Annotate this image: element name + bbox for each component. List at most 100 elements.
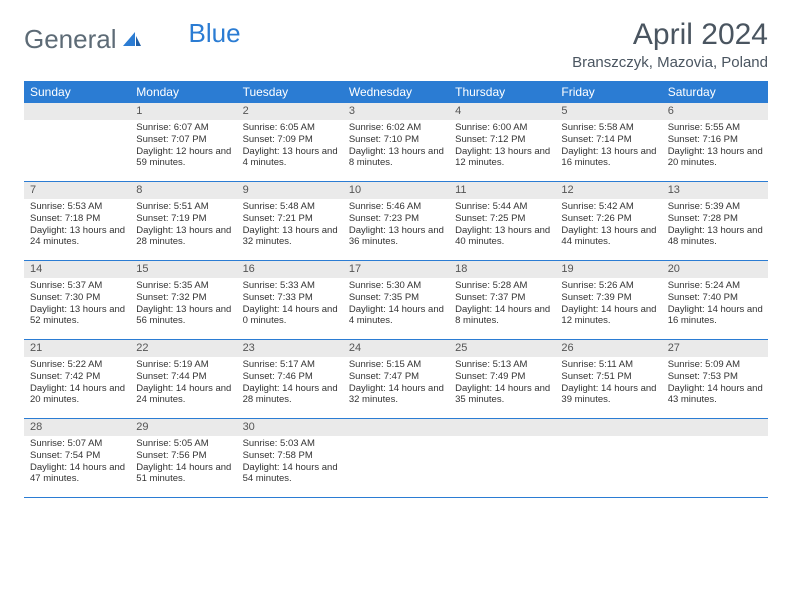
- day-number: 6: [662, 103, 768, 120]
- location: Branszczyk, Mazovia, Poland: [572, 54, 768, 71]
- weeks-container: 1 Sunrise: 6:07 AMSunset: 7:07 PMDaylight…: [24, 103, 768, 498]
- day-detail: Sunrise: 5:53 AMSunset: 7:18 PMDaylight:…: [24, 201, 130, 249]
- day-cell: 29Sunrise: 5:05 AMSunset: 7:56 PMDayligh…: [130, 419, 236, 497]
- day-detail: Sunrise: 5:13 AMSunset: 7:49 PMDaylight:…: [449, 359, 555, 407]
- day-cell: 6 Sunrise: 5:55 AMSunset: 7:16 PMDaylight…: [662, 103, 768, 181]
- day-cell: 7 Sunrise: 5:53 AMSunset: 7:18 PMDaylight…: [24, 182, 130, 260]
- logo-text-gray: General: [24, 24, 117, 55]
- header: General Blue April 2024 Branszczyk, Mazov…: [24, 18, 768, 71]
- day-number: 8: [130, 182, 236, 199]
- day-cell: 21Sunrise: 5:22 AMSunset: 7:42 PMDayligh…: [24, 340, 130, 418]
- day-cell: 27Sunrise: 5:09 AMSunset: 7:53 PMDayligh…: [662, 340, 768, 418]
- day-detail: Sunrise: 5:55 AMSunset: 7:16 PMDaylight:…: [662, 122, 768, 170]
- day-detail: Sunrise: 6:02 AMSunset: 7:10 PMDaylight:…: [343, 122, 449, 170]
- day-number: 2: [237, 103, 343, 120]
- day-number: 9: [237, 182, 343, 199]
- month-title: April 2024: [572, 18, 768, 52]
- day-number: [555, 419, 661, 436]
- day-detail: Sunrise: 5:17 AMSunset: 7:46 PMDaylight:…: [237, 359, 343, 407]
- day-number: [449, 419, 555, 436]
- day-number: 29: [130, 419, 236, 436]
- day-cell: 8 Sunrise: 5:51 AMSunset: 7:19 PMDaylight…: [130, 182, 236, 260]
- day-number: 27: [662, 340, 768, 357]
- day-cell: [555, 419, 661, 497]
- day-number: 14: [24, 261, 130, 278]
- day-number: 3: [343, 103, 449, 120]
- day-number: 18: [449, 261, 555, 278]
- day-cell: 24 Sunrise: 5:15 AMSunset: 7:47 PMDayligh…: [343, 340, 449, 418]
- week-row: 1 Sunrise: 6:07 AMSunset: 7:07 PMDaylight…: [24, 103, 768, 182]
- week-row: 14 Sunrise: 5:37 AMSunset: 7:30 PMDayligh…: [24, 261, 768, 340]
- day-number: 4: [449, 103, 555, 120]
- logo: General Blue: [24, 18, 241, 55]
- day-detail: Sunrise: 5:44 AMSunset: 7:25 PMDaylight:…: [449, 201, 555, 249]
- day-number: [343, 419, 449, 436]
- day-number: 28: [24, 419, 130, 436]
- day-cell: 23 Sunrise: 5:17 AMSunset: 7:46 PMDayligh…: [237, 340, 343, 418]
- title-block: April 2024 Branszczyk, Mazovia, Poland: [572, 18, 768, 71]
- day-detail: Sunrise: 5:37 AMSunset: 7:30 PMDaylight:…: [24, 280, 130, 328]
- day-detail: Sunrise: 5:11 AMSunset: 7:51 PMDaylight:…: [555, 359, 661, 407]
- day-cell: 20Sunrise: 5:24 AMSunset: 7:40 PMDayligh…: [662, 261, 768, 339]
- day-cell: 13Sunrise: 5:39 AMSunset: 7:28 PMDayligh…: [662, 182, 768, 260]
- day-number: 23: [237, 340, 343, 357]
- day-detail: Sunrise: 6:05 AMSunset: 7:09 PMDaylight:…: [237, 122, 343, 170]
- weekday-header: Thursday: [449, 81, 555, 103]
- day-cell: 2 Sunrise: 6:05 AMSunset: 7:09 PMDaylight…: [237, 103, 343, 181]
- day-detail: Sunrise: 5:26 AMSunset: 7:39 PMDaylight:…: [555, 280, 661, 328]
- day-number: 22: [130, 340, 236, 357]
- day-cell: 14 Sunrise: 5:37 AMSunset: 7:30 PMDayligh…: [24, 261, 130, 339]
- day-number: 24: [343, 340, 449, 357]
- day-number: [662, 419, 768, 436]
- calendar-page: General Blue April 2024 Branszczyk, Mazov…: [0, 0, 792, 508]
- day-cell: 1 Sunrise: 6:07 AMSunset: 7:07 PMDaylight…: [130, 103, 236, 181]
- day-cell: 4Sunrise: 6:00 AMSunset: 7:12 PMDaylight…: [449, 103, 555, 181]
- day-cell: [662, 419, 768, 497]
- day-detail: Sunrise: 6:07 AMSunset: 7:07 PMDaylight:…: [130, 122, 236, 170]
- week-row: 28 Sunrise: 5:07 AMSunset: 7:54 PMDayligh…: [24, 419, 768, 498]
- week-row: 21Sunrise: 5:22 AMSunset: 7:42 PMDayligh…: [24, 340, 768, 419]
- day-cell: 18 Sunrise: 5:28 AMSunset: 7:37 PMDayligh…: [449, 261, 555, 339]
- day-number: 16: [237, 261, 343, 278]
- day-detail: Sunrise: 5:07 AMSunset: 7:54 PMDaylight:…: [24, 438, 130, 486]
- day-cell: 28 Sunrise: 5:07 AMSunset: 7:54 PMDayligh…: [24, 419, 130, 497]
- day-detail: Sunrise: 5:19 AMSunset: 7:44 PMDaylight:…: [130, 359, 236, 407]
- day-cell: 15Sunrise: 5:35 AMSunset: 7:32 PMDayligh…: [130, 261, 236, 339]
- day-number: 26: [555, 340, 661, 357]
- weekday-header-row: SundayMondayTuesdayWednesdayThursdayFrid…: [24, 81, 768, 103]
- day-detail: Sunrise: 5:35 AMSunset: 7:32 PMDaylight:…: [130, 280, 236, 328]
- day-detail: Sunrise: 5:28 AMSunset: 7:37 PMDaylight:…: [449, 280, 555, 328]
- weekday-header: Saturday: [662, 81, 768, 103]
- day-cell: 17 Sunrise: 5:30 AMSunset: 7:35 PMDayligh…: [343, 261, 449, 339]
- day-detail: Sunrise: 5:03 AMSunset: 7:58 PMDaylight:…: [237, 438, 343, 486]
- day-cell: [343, 419, 449, 497]
- day-detail: Sunrise: 5:30 AMSunset: 7:35 PMDaylight:…: [343, 280, 449, 328]
- day-number: [24, 103, 130, 120]
- day-cell: 19Sunrise: 5:26 AMSunset: 7:39 PMDayligh…: [555, 261, 661, 339]
- day-number: 17: [343, 261, 449, 278]
- day-detail: Sunrise: 5:15 AMSunset: 7:47 PMDaylight:…: [343, 359, 449, 407]
- day-number: 10: [343, 182, 449, 199]
- day-number: 1: [130, 103, 236, 120]
- day-number: 7: [24, 182, 130, 199]
- day-number: 30: [237, 419, 343, 436]
- day-cell: 10Sunrise: 5:46 AMSunset: 7:23 PMDayligh…: [343, 182, 449, 260]
- logo-text-blue: Blue: [189, 18, 241, 49]
- day-number: 5: [555, 103, 661, 120]
- day-number: 11: [449, 182, 555, 199]
- day-cell: 12Sunrise: 5:42 AMSunset: 7:26 PMDayligh…: [555, 182, 661, 260]
- day-cell: [449, 419, 555, 497]
- day-cell: [24, 103, 130, 181]
- weekday-header: Friday: [555, 81, 661, 103]
- calendar: SundayMondayTuesdayWednesdayThursdayFrid…: [24, 81, 768, 498]
- weekday-header: Sunday: [24, 81, 130, 103]
- weekday-header: Wednesday: [343, 81, 449, 103]
- day-number: 13: [662, 182, 768, 199]
- day-detail: Sunrise: 5:51 AMSunset: 7:19 PMDaylight:…: [130, 201, 236, 249]
- day-cell: 5 Sunrise: 5:58 AMSunset: 7:14 PMDaylight…: [555, 103, 661, 181]
- logo-sail-icon: [121, 24, 143, 55]
- day-cell: 11 Sunrise: 5:44 AMSunset: 7:25 PMDayligh…: [449, 182, 555, 260]
- day-cell: 25Sunrise: 5:13 AMSunset: 7:49 PMDayligh…: [449, 340, 555, 418]
- day-detail: Sunrise: 5:58 AMSunset: 7:14 PMDaylight:…: [555, 122, 661, 170]
- day-cell: 3 Sunrise: 6:02 AMSunset: 7:10 PMDaylight…: [343, 103, 449, 181]
